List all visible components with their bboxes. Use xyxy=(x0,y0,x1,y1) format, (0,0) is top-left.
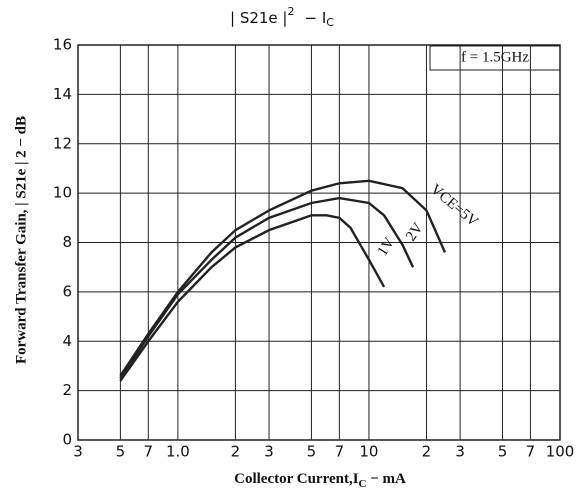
y-tick-label: 2 xyxy=(62,381,72,399)
x-tick-label: 7 xyxy=(335,443,345,461)
y-tick-label: 6 xyxy=(62,282,72,300)
x-tick-label: 3 xyxy=(73,443,83,461)
x-tick-label: 10 xyxy=(359,443,378,461)
x-tick-label: 5 xyxy=(498,443,508,461)
x-tick-label: 5 xyxy=(307,443,317,461)
x-tick-label: 3 xyxy=(455,443,465,461)
x-label-main: Collector Current,I xyxy=(234,471,359,487)
x-tick-label: 2 xyxy=(231,443,241,461)
title-rest: − I xyxy=(304,9,326,27)
x-label-rest: − mA xyxy=(367,471,407,487)
annotation: f = 1.5GHz xyxy=(461,49,529,65)
series-line xyxy=(119,196,415,379)
y-tick-label: 12 xyxy=(53,134,72,152)
x-tick-label: 7 xyxy=(144,443,154,461)
series-label: 2V xyxy=(403,220,427,244)
x-tick-label: 5 xyxy=(116,443,126,461)
x-tick-label: 3 xyxy=(264,443,274,461)
y-tick-label: 14 xyxy=(53,85,72,103)
x-tick-label: 100 xyxy=(546,443,575,461)
x-tick-label: 1.0 xyxy=(166,443,190,461)
series-label: VCE=5V xyxy=(427,181,481,230)
y-tick-label: 16 xyxy=(53,36,72,54)
chart-title: | S21e |2 − IC xyxy=(230,5,334,29)
series-label: 1V xyxy=(375,235,398,259)
x-tick-label: 2 xyxy=(422,443,432,461)
y-tick-label: 8 xyxy=(62,233,72,251)
annotation-box xyxy=(429,45,561,71)
y-axis-label: Forward Transfer Gain, | S21e | 2 − dB xyxy=(13,116,29,364)
y-tick-label: 10 xyxy=(53,184,72,202)
series-line xyxy=(119,179,447,377)
y-tick-label: 4 xyxy=(62,332,72,350)
title-main: | S21e | xyxy=(230,9,287,27)
series-line xyxy=(119,214,386,382)
x-axis-label: Collector Current,IC − mA xyxy=(234,471,406,489)
x-label-sub: C xyxy=(359,478,367,490)
title-sub: C xyxy=(326,16,334,29)
y-tick-label: 0 xyxy=(62,431,72,449)
x-tick-label: 7 xyxy=(526,443,536,461)
title-sup: 2 xyxy=(287,5,294,18)
